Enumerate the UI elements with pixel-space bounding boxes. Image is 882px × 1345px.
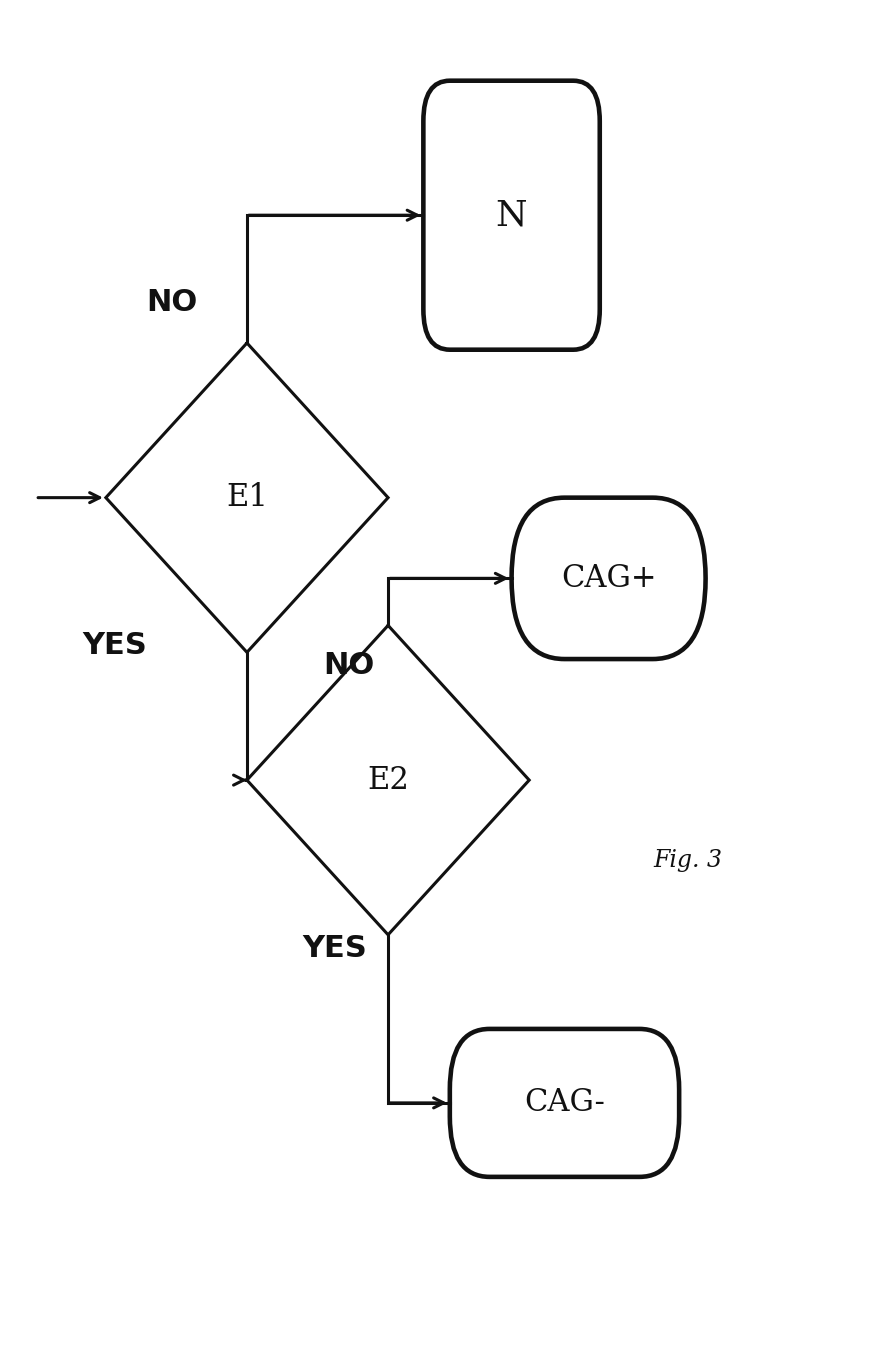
FancyBboxPatch shape: [512, 498, 706, 659]
Text: CAG+: CAG+: [561, 562, 656, 594]
Text: Fig. 3: Fig. 3: [654, 849, 722, 873]
Text: NO: NO: [323, 651, 374, 681]
Text: YES: YES: [303, 933, 368, 963]
FancyBboxPatch shape: [450, 1029, 679, 1177]
Text: N: N: [496, 198, 527, 233]
Text: CAG-: CAG-: [524, 1087, 605, 1119]
Text: E1: E1: [226, 482, 268, 514]
Text: E2: E2: [367, 764, 409, 796]
FancyBboxPatch shape: [423, 81, 600, 350]
Text: NO: NO: [146, 288, 198, 317]
Text: YES: YES: [82, 631, 147, 660]
